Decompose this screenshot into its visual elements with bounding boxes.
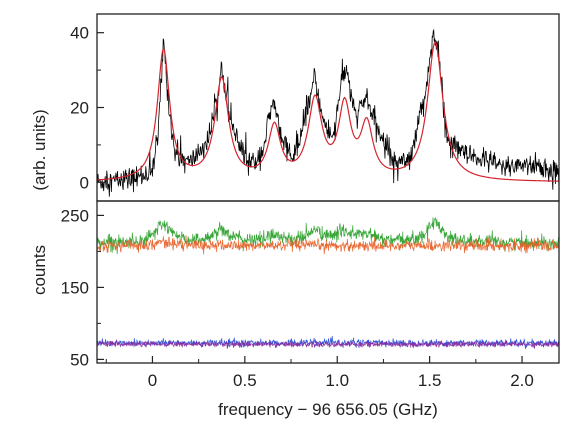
top-panel: 0 20 40 xyxy=(70,13,560,202)
x-tick-label: 2.0 xyxy=(510,371,534,390)
counts-trace-2 xyxy=(96,335,560,350)
counts-trace-0 xyxy=(96,216,560,255)
top-panel-axes: 0 20 40 xyxy=(70,24,104,192)
counts-trace-3 xyxy=(96,338,560,350)
top-y-axis-label: (arb. units) xyxy=(30,109,49,190)
fit-line xyxy=(96,41,560,182)
bottom-y-tick-label: 250 xyxy=(61,206,89,225)
x-axis-label: frequency − 96 656.05 (GHz) xyxy=(218,400,438,419)
bottom-y-tick-label: 50 xyxy=(70,350,89,369)
counts-trace-1 xyxy=(96,235,560,255)
x-tick-label: 1.0 xyxy=(325,371,349,390)
top-panel-plot-area xyxy=(96,28,560,197)
top-y-tick-label: 0 xyxy=(80,173,89,192)
bottom-y-axis-label: counts xyxy=(30,245,49,295)
bottom-panel-axes: 50 150 250 0 0.5 1.0 1.5 2.0 xyxy=(61,206,534,390)
bottom-panel-frame xyxy=(96,200,560,364)
x-tick-label: 0.5 xyxy=(233,371,257,390)
x-tick-label: 0 xyxy=(148,371,157,390)
bottom-y-tick-label: 150 xyxy=(61,278,89,297)
bottom-panel: 50 150 250 0 0.5 1.0 1.5 2.0 xyxy=(61,200,560,390)
bottom-panel-plot-area xyxy=(96,216,560,350)
x-tick-label: 1.5 xyxy=(418,371,442,390)
measured-spectrum-line xyxy=(96,28,560,197)
top-y-tick-label: 40 xyxy=(70,24,89,43)
top-y-tick-label: 20 xyxy=(70,99,89,118)
top-panel-frame xyxy=(96,13,560,202)
